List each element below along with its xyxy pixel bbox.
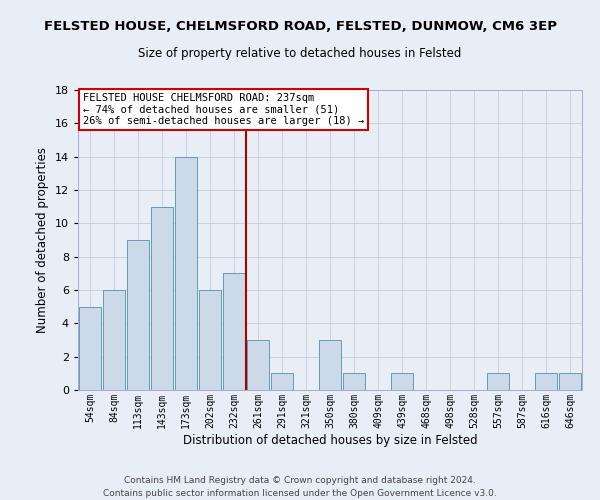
Text: FELSTED HOUSE, CHELMSFORD ROAD, FELSTED, DUNMOW, CM6 3EP: FELSTED HOUSE, CHELMSFORD ROAD, FELSTED,… <box>44 20 557 33</box>
Bar <box>151 206 173 390</box>
Text: FELSTED HOUSE CHELMSFORD ROAD: 237sqm
← 74% of detached houses are smaller (51)
: FELSTED HOUSE CHELMSFORD ROAD: 237sqm ← … <box>83 93 364 126</box>
Bar <box>79 306 101 390</box>
Bar <box>199 290 221 390</box>
Bar <box>391 374 413 390</box>
Bar <box>559 374 581 390</box>
Text: Size of property relative to detached houses in Felsted: Size of property relative to detached ho… <box>139 48 461 60</box>
Text: Contains public sector information licensed under the Open Government Licence v3: Contains public sector information licen… <box>103 489 497 498</box>
Bar <box>127 240 149 390</box>
Bar <box>103 290 125 390</box>
Text: Contains HM Land Registry data © Crown copyright and database right 2024.: Contains HM Land Registry data © Crown c… <box>124 476 476 485</box>
Bar <box>247 340 269 390</box>
X-axis label: Distribution of detached houses by size in Felsted: Distribution of detached houses by size … <box>182 434 478 446</box>
Bar <box>223 274 245 390</box>
Bar <box>271 374 293 390</box>
Bar <box>487 374 509 390</box>
Bar <box>319 340 341 390</box>
Bar <box>175 156 197 390</box>
Bar <box>343 374 365 390</box>
Bar <box>535 374 557 390</box>
Y-axis label: Number of detached properties: Number of detached properties <box>36 147 49 333</box>
